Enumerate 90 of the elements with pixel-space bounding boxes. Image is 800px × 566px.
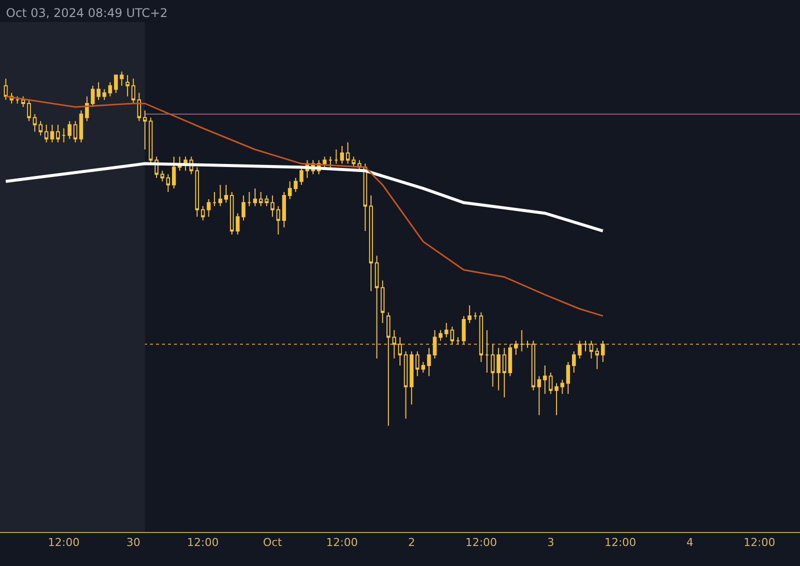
candlestick (172, 156, 176, 189)
candlestick (212, 192, 216, 207)
candlestick (224, 184, 228, 204)
candlestick (438, 330, 442, 342)
candlestick (15, 96, 20, 104)
candlestick (126, 74, 130, 97)
candlestick (415, 350, 420, 377)
candlestick (253, 188, 257, 207)
candlestick (236, 212, 240, 235)
candlestick (195, 166, 200, 218)
candlestick (450, 326, 454, 345)
text: Oct 03, 2024 08:49 UTC+2 (6, 6, 168, 20)
candlestick (50, 124, 54, 143)
candlestick (468, 304, 472, 324)
x-tick-label: 12:00 (465, 536, 498, 550)
candlestick (38, 120, 42, 136)
candlestick (282, 192, 286, 228)
candlestick (369, 195, 373, 292)
candlestick (404, 350, 408, 420)
candlestick (32, 114, 37, 132)
x-tick-label: 12:00 (604, 536, 636, 550)
candlestick (578, 340, 582, 359)
candlestick (572, 350, 576, 374)
x-tick-label: 12:00 (744, 536, 776, 550)
candlestick (166, 174, 170, 192)
candlestick (270, 195, 274, 218)
candlestick (27, 99, 31, 122)
candlestick (258, 192, 263, 207)
x-tick-label: 12:00 (326, 536, 358, 550)
candlestick (432, 330, 437, 359)
candlestick (526, 340, 530, 348)
candlestick (148, 117, 153, 164)
candlestick (560, 379, 564, 394)
candlestick (120, 71, 124, 86)
candlestick (242, 195, 246, 221)
candlestick (334, 149, 338, 164)
candlestick (328, 156, 332, 168)
candlestick (427, 347, 431, 377)
candlestick (62, 128, 66, 143)
candlestick (247, 192, 252, 207)
candlestick (444, 322, 448, 338)
candlestick (462, 315, 466, 345)
candlestick (392, 330, 396, 359)
candlestick (421, 362, 426, 374)
x-tick-label: 12:00 (187, 536, 219, 550)
candlestick (410, 350, 414, 405)
candlestick (21, 96, 26, 108)
candlestick (566, 362, 570, 394)
candlestick (456, 336, 460, 345)
candlestick (68, 120, 72, 140)
candlestick (485, 330, 489, 374)
candlestick (496, 347, 500, 391)
candlestick (96, 82, 100, 100)
candlestick (398, 336, 402, 366)
candlestick (90, 85, 95, 108)
candlestick (160, 170, 164, 182)
x-tick-label: 30 (126, 536, 140, 550)
candlestick (554, 382, 558, 416)
candlestick (548, 372, 553, 394)
x-tick-label: 2 (408, 536, 416, 550)
candlestick (200, 206, 205, 221)
x-tick-label: 12:00 (48, 536, 80, 550)
candlestick (340, 145, 344, 164)
candlestick (514, 340, 518, 356)
candlestick (520, 330, 524, 352)
candlestick (114, 74, 118, 94)
candlestick (584, 340, 588, 352)
candlestick (490, 344, 495, 388)
candlestick (380, 280, 385, 324)
candlestick (543, 365, 547, 394)
candlestick (276, 206, 280, 235)
candlestick (85, 96, 89, 122)
candlestick (386, 312, 390, 426)
candlestick (600, 340, 605, 362)
candlestick (44, 124, 48, 143)
candlestick (230, 192, 234, 235)
x-tick-label: 4 (686, 536, 694, 550)
candlestick (218, 184, 222, 207)
candlestick (473, 312, 478, 320)
candlestick (595, 347, 600, 370)
candlestick (589, 340, 594, 359)
candlestick (264, 195, 269, 207)
candlestick (479, 312, 484, 362)
candlestick (56, 124, 60, 143)
x-tick-label: Oct (262, 536, 283, 550)
candlestick (4, 78, 8, 100)
x-tick-label: 3 (547, 536, 554, 550)
candlestick (374, 255, 379, 359)
candlestick (206, 198, 211, 218)
candlestick (300, 166, 304, 186)
